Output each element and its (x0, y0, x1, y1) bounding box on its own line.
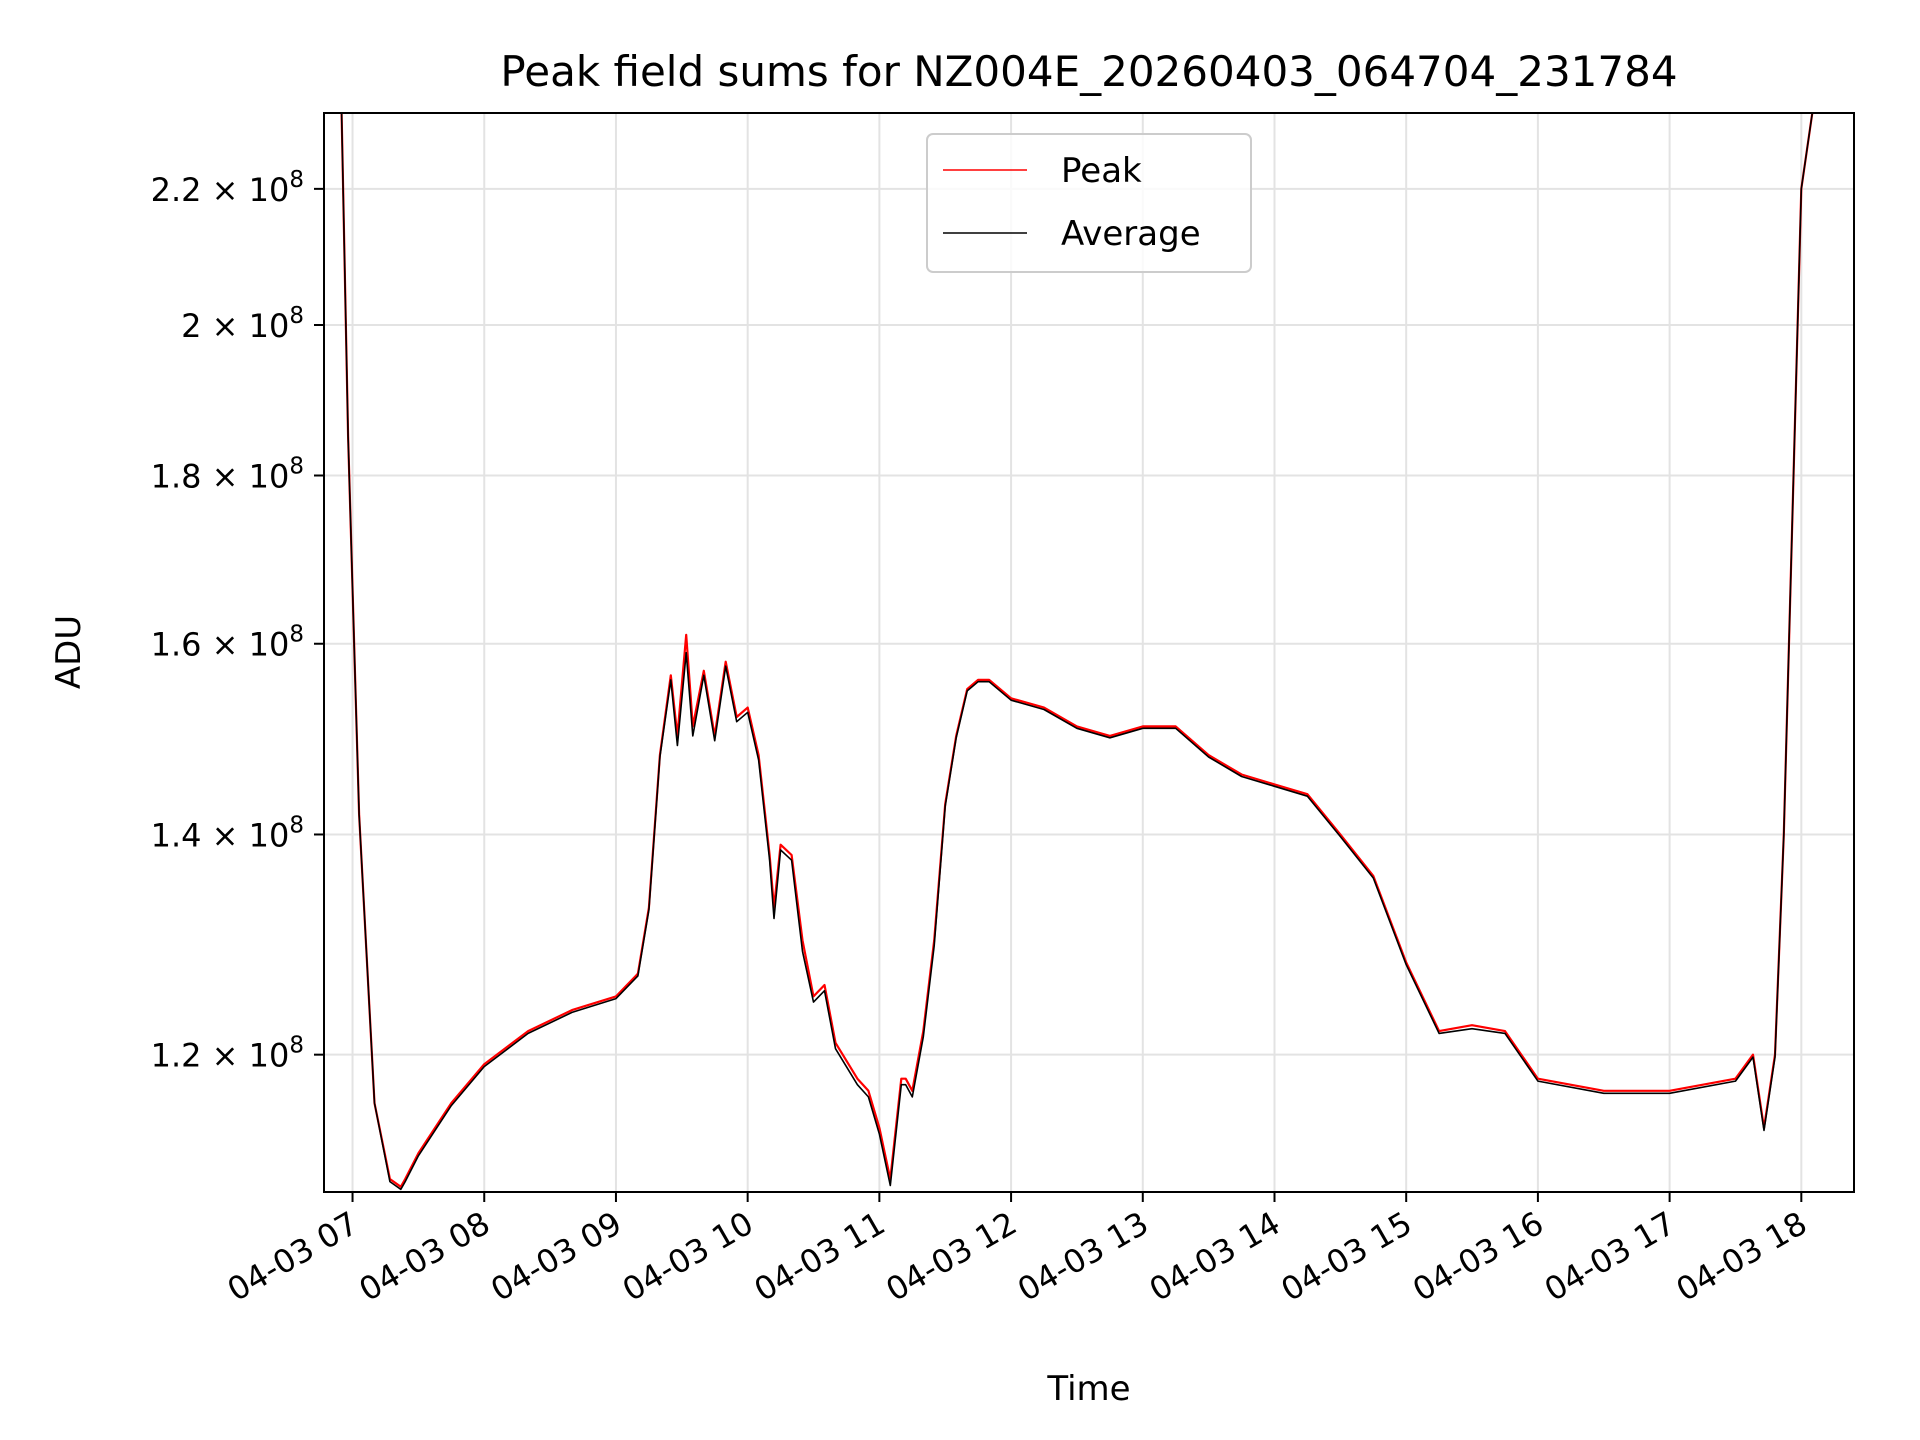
legend-average-label: Average (1061, 214, 1201, 254)
y-tick-times: × 10 (201, 1037, 289, 1075)
y-tick-label: 1.6 × 108 (151, 622, 304, 664)
y-tick-label: 1.2 × 108 (151, 1033, 304, 1075)
grid (324, 113, 1854, 1192)
chart-title: Peak field sums for NZ004E_20260403_0647… (500, 47, 1677, 96)
y-tick-times: × 10 (201, 626, 289, 664)
y-tick-mantissa: 1.6 (151, 626, 202, 664)
y-tick-label: 1.4 × 108 (151, 812, 304, 854)
y-tick-times: × 10 (201, 307, 289, 345)
y-tick-mantissa: 2 (181, 307, 201, 345)
legend-box (926, 133, 1252, 273)
y-tick-times: × 10 (201, 458, 289, 496)
legend: Peak Average (926, 133, 1252, 273)
x-axis-title: Time (1046, 1369, 1130, 1409)
y-tick-exponent: 8 (289, 303, 304, 329)
plot-area (340, 113, 1814, 1191)
series-group (340, 113, 1814, 1191)
series-line-average (340, 113, 1814, 1191)
y-tick-mantissa: 1.8 (151, 458, 202, 496)
y-tick-times: × 10 (201, 816, 289, 854)
y-tick-exponent: 8 (289, 454, 304, 480)
y-tick-mantissa: 1.2 (151, 1037, 202, 1075)
y-tick-exponent: 8 (289, 1033, 304, 1059)
y-tick-exponent: 8 (289, 812, 304, 838)
y-tick-label: 2 × 108 (181, 303, 304, 345)
plot-frame (323, 112, 1855, 1193)
y-tick-mantissa: 1.4 (151, 816, 202, 854)
y-tick-label: 2.2 × 108 (151, 167, 304, 209)
y-tick-exponent: 8 (289, 622, 304, 648)
series-line-peak (340, 113, 1814, 1188)
y-tick-times: × 10 (201, 171, 289, 209)
y-axis-title: ADU (49, 615, 89, 689)
y-tick-mantissa: 2.2 (151, 171, 202, 209)
y-tick-exponent: 8 (289, 167, 304, 193)
legend-peak-label: Peak (1061, 151, 1142, 191)
y-tick-label: 1.8 × 108 (151, 454, 304, 496)
